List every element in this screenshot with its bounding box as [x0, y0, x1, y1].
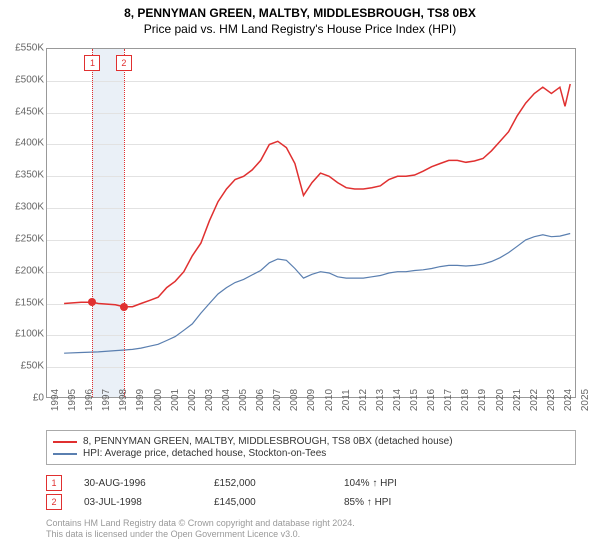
x-axis-label: 1996 [84, 389, 95, 411]
chart-subtitle: Price paid vs. HM Land Registry's House … [0, 22, 600, 36]
legend-swatch [53, 441, 77, 443]
x-axis-label: 2005 [238, 389, 249, 411]
chart-container: 8, PENNYMAN GREEN, MALTBY, MIDDLESBROUGH… [0, 0, 600, 560]
legend-row: 8, PENNYMAN GREEN, MALTBY, MIDDLESBROUGH… [53, 436, 569, 447]
sale-date: 03-JUL-1998 [84, 497, 214, 508]
y-axis-label: £200K [4, 265, 44, 276]
legend-label: HPI: Average price, detached house, Stoc… [83, 448, 326, 459]
x-axis-label: 2023 [546, 389, 557, 411]
legend-box: 8, PENNYMAN GREEN, MALTBY, MIDDLESBROUGH… [46, 430, 576, 465]
y-axis-label: £250K [4, 233, 44, 244]
x-axis-label: 2024 [563, 389, 574, 411]
sale-price: £145,000 [214, 497, 344, 508]
x-axis-label: 2012 [358, 389, 369, 411]
x-axis-label: 2007 [272, 389, 283, 411]
x-axis-label: 2020 [495, 389, 506, 411]
y-axis-label: £150K [4, 297, 44, 308]
x-axis-label: 1998 [118, 389, 129, 411]
x-axis-label: 2008 [289, 389, 300, 411]
sale-marker-number: 1 [46, 475, 62, 491]
legend-row: HPI: Average price, detached house, Stoc… [53, 448, 569, 459]
y-axis-label: £550K [4, 43, 44, 54]
sale-marker-number: 2 [46, 494, 62, 510]
x-axis-label: 2000 [153, 389, 164, 411]
y-axis-label: £500K [4, 74, 44, 85]
y-axis-label: £400K [4, 138, 44, 149]
x-axis-label: 2017 [443, 389, 454, 411]
x-axis-label: 2019 [477, 389, 488, 411]
chart-plot-area: 12 [46, 48, 576, 398]
x-axis-label: 2025 [580, 389, 591, 411]
marker-line [124, 49, 125, 397]
sale-date: 30-AUG-1996 [84, 478, 214, 489]
x-axis-label: 2014 [392, 389, 403, 411]
legend-label: 8, PENNYMAN GREEN, MALTBY, MIDDLESBROUGH… [83, 436, 453, 447]
chart-titles: 8, PENNYMAN GREEN, MALTBY, MIDDLESBROUGH… [0, 0, 600, 36]
sale-row: 2 03-JUL-1998 £145,000 85% ↑ HPI [46, 494, 576, 510]
chart-title-address: 8, PENNYMAN GREEN, MALTBY, MIDDLESBROUGH… [0, 6, 600, 20]
marker-number-box: 1 [84, 55, 100, 71]
y-axis-label: £50K [4, 361, 44, 372]
marker-line [92, 49, 93, 397]
y-axis-label: £100K [4, 329, 44, 340]
sale-price: £152,000 [214, 478, 344, 489]
sale-hpi-pct: 104% ↑ HPI [344, 478, 397, 489]
footer-attribution: Contains HM Land Registry data © Crown c… [46, 518, 576, 541]
x-axis-label: 2001 [170, 389, 181, 411]
x-axis-label: 2002 [187, 389, 198, 411]
marker-number-box: 2 [116, 55, 132, 71]
x-axis-label: 2016 [426, 389, 437, 411]
y-axis-label: £450K [4, 106, 44, 117]
chart-svg [47, 49, 575, 397]
x-axis-label: 2011 [341, 389, 352, 411]
footer-line: Contains HM Land Registry data © Crown c… [46, 518, 576, 529]
sale-row: 1 30-AUG-1996 £152,000 104% ↑ HPI [46, 475, 576, 491]
y-axis-label: £300K [4, 202, 44, 213]
series-line-hpi [64, 234, 570, 354]
marker-dot [120, 303, 128, 311]
x-axis-label: 1994 [50, 389, 61, 411]
x-axis-label: 1997 [101, 389, 112, 411]
footer-line: This data is licensed under the Open Gov… [46, 529, 576, 540]
legend-swatch [53, 453, 77, 455]
y-axis-label: £0 [4, 393, 44, 404]
x-axis-label: 2018 [460, 389, 471, 411]
marker-dot [88, 298, 96, 306]
x-axis-label: 2009 [306, 389, 317, 411]
x-axis-label: 2010 [324, 389, 335, 411]
sale-records: 1 30-AUG-1996 £152,000 104% ↑ HPI 2 03-J… [46, 472, 576, 513]
x-axis-label: 1995 [67, 389, 78, 411]
x-axis-label: 2004 [221, 389, 232, 411]
x-axis-label: 2013 [375, 389, 386, 411]
x-axis-label: 2003 [204, 389, 215, 411]
x-axis-label: 2006 [255, 389, 266, 411]
x-axis-label: 2015 [409, 389, 420, 411]
sale-hpi-pct: 85% ↑ HPI [344, 497, 391, 508]
y-axis-label: £350K [4, 170, 44, 181]
x-axis-label: 2021 [512, 389, 523, 411]
x-axis-label: 1999 [135, 389, 146, 411]
x-axis-label: 2022 [529, 389, 540, 411]
